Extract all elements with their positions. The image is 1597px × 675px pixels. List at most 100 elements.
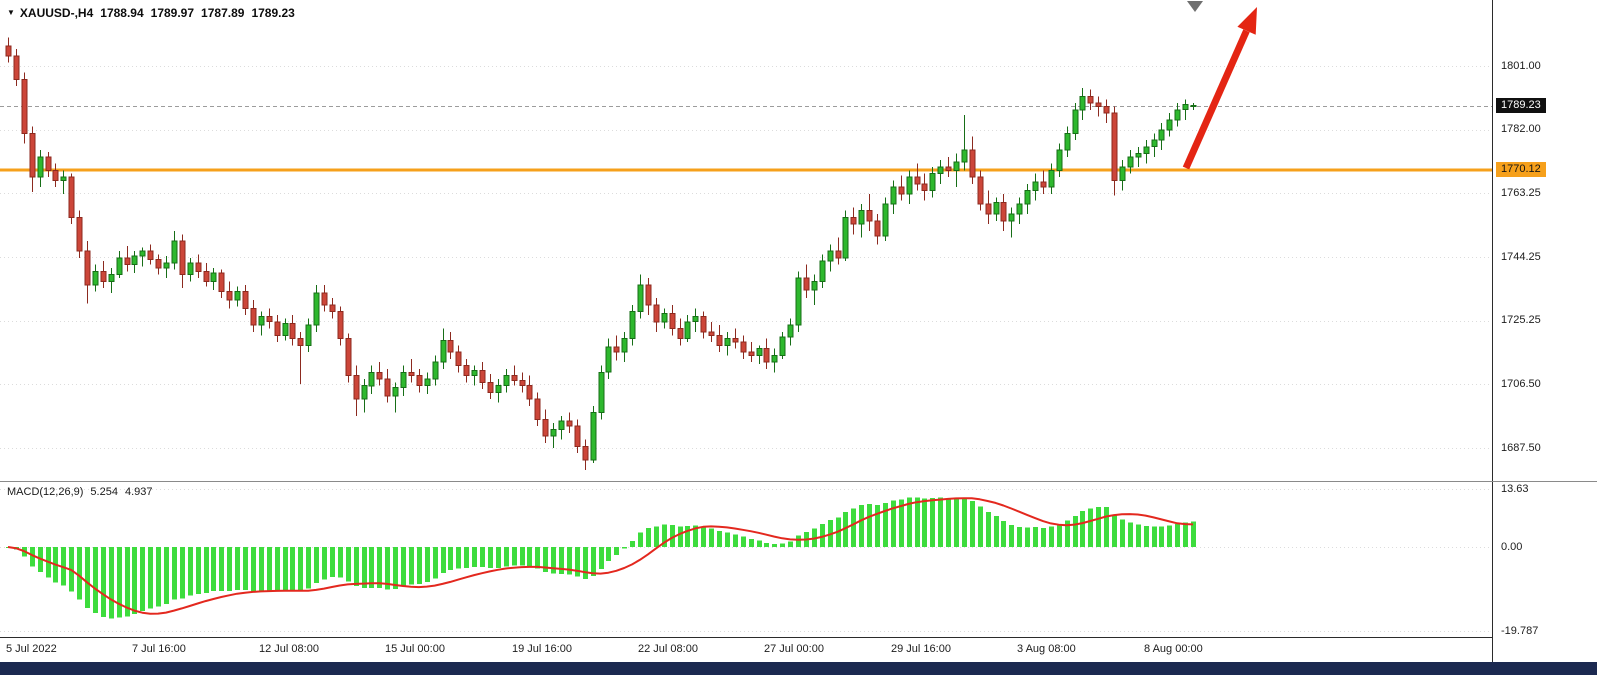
macd-histogram-bar <box>567 547 572 575</box>
candle-up <box>171 240 178 264</box>
macd-histogram-bar <box>109 547 114 619</box>
candle-up <box>210 272 217 282</box>
time-axis[interactable]: 5 Jul 2022 7 Jul 16:00 12 Jul 08:00 15 Jul … <box>0 637 1597 663</box>
macd-histogram-bar <box>922 498 927 547</box>
macd-histogram-bar <box>322 547 327 580</box>
candle-down <box>534 398 541 420</box>
macd-histogram-bar <box>251 547 256 592</box>
candle-down <box>68 176 75 219</box>
time-tick-label: 22 Jul 08:00 <box>638 643 698 655</box>
candle-down <box>203 270 210 282</box>
price-tick-label: 1687.50 <box>1501 442 1541 454</box>
candle-up <box>1127 156 1134 168</box>
candle-down <box>542 418 549 437</box>
candle-down <box>1103 105 1110 114</box>
candle-up <box>858 210 865 225</box>
candle-up <box>637 284 644 313</box>
candle-down <box>519 380 526 387</box>
candle-down <box>76 217 83 252</box>
time-tick-label: 15 Jul 00:00 <box>385 643 445 655</box>
macd-histogram-bar <box>520 547 525 566</box>
candle-up <box>1072 109 1079 134</box>
macd-histogram-bar <box>630 541 635 547</box>
macd-histogram-bar <box>267 547 272 591</box>
macd-histogram-bar <box>456 547 461 569</box>
candle-up <box>605 346 612 373</box>
macd-histogram-bar <box>30 547 35 567</box>
macd-histogram-bar <box>180 547 185 599</box>
macd-histogram-bar <box>235 547 240 590</box>
candle-down <box>969 149 976 178</box>
candle-down <box>376 371 383 380</box>
price-axis[interactable]: 1789.23 1770.12 1801.00 1782.00 1763.25 174… <box>1492 0 1597 662</box>
macd-histogram-bar <box>132 547 137 614</box>
candle-up <box>1166 119 1173 131</box>
candle-up <box>842 217 849 259</box>
macd-histogram-bar <box>377 547 382 588</box>
candle-up <box>550 429 557 437</box>
candle-up <box>661 312 668 323</box>
price-tick-label: 1801.00 <box>1501 60 1541 72</box>
macd-histogram-bar <box>1183 522 1188 547</box>
candle-down <box>226 291 233 301</box>
candle-up <box>1182 104 1189 111</box>
macd-histogram-bar <box>448 547 453 570</box>
macd-histogram-bar <box>243 547 248 590</box>
macd-histogram-bar <box>741 536 746 547</box>
macd-histogram-bar <box>1049 526 1054 547</box>
ohlc-open-value: 1788.94 <box>100 6 144 20</box>
price-tick-label: 1763.25 <box>1501 187 1541 199</box>
trend-arrow[interactable] <box>1182 7 1257 170</box>
macd-histogram-bar <box>188 547 193 596</box>
macd-histogram-bar <box>930 498 935 547</box>
candle-down <box>5 45 12 57</box>
candle-up <box>1056 149 1063 171</box>
candle-up <box>424 378 431 387</box>
macd-histogram-bar <box>346 547 351 582</box>
candle-down <box>416 375 423 387</box>
candle-down <box>566 420 573 427</box>
macd-histogram-bar <box>117 547 122 618</box>
candle-down <box>463 365 470 377</box>
time-tick-label: 12 Jul 08:00 <box>259 643 319 655</box>
macd-histogram-bar <box>433 547 438 579</box>
macd-main-value: 5.254 <box>90 486 118 498</box>
pane-separator[interactable] <box>0 481 1597 482</box>
macd-histogram-bar <box>614 547 619 555</box>
candle-up <box>258 316 265 326</box>
macd-histogram-bar <box>1191 521 1196 547</box>
candle-up <box>629 311 636 340</box>
candle-up <box>819 260 826 282</box>
macd-histogram-bar <box>725 532 730 547</box>
candle-up <box>692 316 699 323</box>
candle-down <box>297 338 304 346</box>
candle-up <box>139 250 146 257</box>
candle-down <box>700 316 707 333</box>
macd-histogram-bar <box>417 547 422 584</box>
time-tick-label: 29 Jul 16:00 <box>891 643 951 655</box>
macd-histogram-bar <box>851 508 856 547</box>
candle-up <box>724 338 731 346</box>
candle-up <box>756 348 763 356</box>
macd-histogram-bar <box>1136 524 1141 547</box>
candle-down <box>748 351 755 357</box>
candle-up <box>495 385 502 393</box>
candle-down <box>613 346 620 353</box>
candle-down <box>13 55 20 81</box>
macd-histogram-bar <box>362 547 367 589</box>
candle-down <box>511 375 518 382</box>
macd-histogram-bar <box>204 547 209 594</box>
candle-down <box>52 169 59 181</box>
macd-histogram-bar <box>843 511 848 547</box>
macd-histogram-bar <box>559 547 564 574</box>
candle-up <box>811 280 818 291</box>
candle-up <box>108 274 115 282</box>
candle-down <box>147 250 154 261</box>
price-tick-label: 1725.25 <box>1501 314 1541 326</box>
macd-histogram-bar <box>275 547 280 592</box>
candle-up <box>471 370 478 377</box>
macd-histogram-bar <box>678 526 683 547</box>
candle-up <box>313 292 320 326</box>
hline-price-badge: 1770.12 <box>1496 162 1546 177</box>
